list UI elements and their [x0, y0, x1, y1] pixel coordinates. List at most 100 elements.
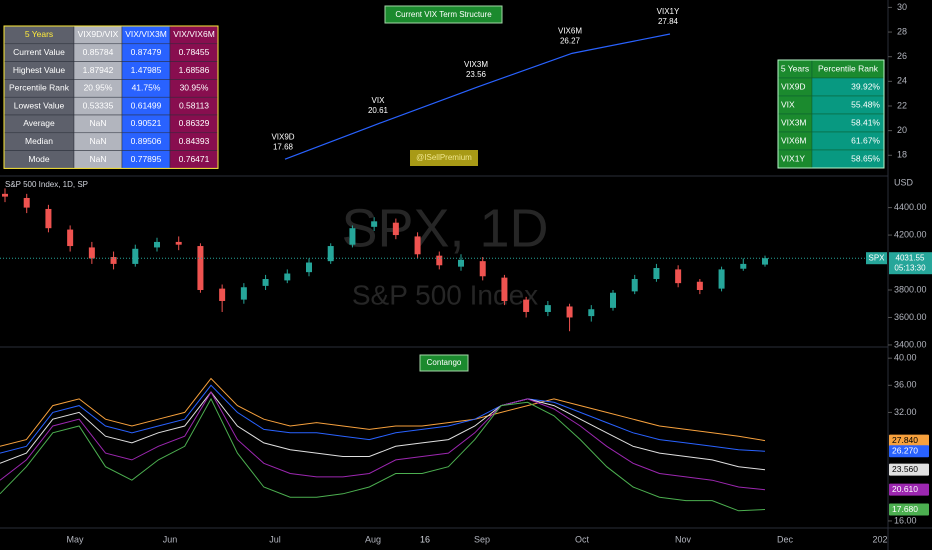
- time-label: 202: [872, 534, 887, 544]
- point-name: VIX1Y: [657, 7, 680, 16]
- table-header: Percentile Rank: [818, 63, 879, 73]
- table-header: 5 Years: [25, 29, 53, 39]
- term-structure-title: Current VIX Term Structure: [395, 10, 492, 19]
- table-header: VIX/VIX6M: [173, 29, 215, 39]
- candle-body: [566, 306, 573, 318]
- candle-body: [132, 248, 139, 264]
- candle-body: [306, 262, 312, 273]
- table-value: 1.87942: [83, 65, 114, 75]
- contango-line: [0, 391, 766, 471]
- point-value: 27.84: [658, 17, 679, 26]
- y-tick-label: 24: [897, 76, 907, 86]
- table-value: NaN: [89, 118, 106, 128]
- title-box: [384, 5, 503, 24]
- table-value: NaN: [89, 154, 106, 164]
- candle-body: [436, 255, 443, 266]
- candle-body: [88, 247, 95, 259]
- table-value: VIX6M: [781, 135, 807, 145]
- time-label: Aug: [365, 534, 381, 544]
- candle-body: [479, 261, 486, 277]
- title-box: [419, 354, 469, 372]
- contango-line: [0, 397, 766, 512]
- candle-body: [675, 269, 682, 284]
- table-value: 61.67%: [851, 135, 880, 145]
- last-value-label: 17.680: [892, 504, 918, 514]
- time-label: Jul: [269, 534, 281, 544]
- table-value: 0.53335: [83, 100, 114, 110]
- table-value: 30.95%: [180, 83, 209, 93]
- time-label: 16: [420, 534, 430, 544]
- candle-body: [67, 229, 74, 247]
- y-tick-label: 3400.00: [894, 339, 927, 349]
- table-value: 0.61499: [131, 100, 162, 110]
- table-value: Mode: [28, 154, 50, 164]
- point-value: 23.56: [466, 70, 487, 79]
- table-value: 1.47985: [131, 65, 162, 75]
- table-header: 5 Years: [781, 63, 809, 73]
- candle-body: [219, 288, 226, 301]
- candle-body: [696, 281, 703, 290]
- y-tick-label: 4400.00: [894, 202, 927, 212]
- candle-body: [762, 258, 768, 265]
- table-value: 0.89506: [131, 136, 162, 146]
- candle-body: [197, 246, 204, 290]
- y-tick-label: 3800.00: [894, 284, 927, 294]
- table-value: 0.77895: [131, 154, 162, 164]
- table-border: [777, 59, 885, 169]
- table-value: Lowest Value: [14, 100, 65, 110]
- currency: USD: [894, 177, 914, 187]
- candle-body: [501, 277, 508, 301]
- last-value-label: 23.560: [892, 464, 918, 474]
- point-name: VIX6M: [558, 26, 582, 35]
- y-tick-label: 32.00: [894, 407, 917, 417]
- watermark-tag-box: [410, 150, 478, 166]
- y-tick-label: 30: [897, 2, 907, 12]
- table-value: VIX: [781, 99, 795, 109]
- price-tag: SPX: [868, 253, 885, 262]
- table-header: VIX/VIX3M: [125, 29, 167, 39]
- table-value: Median: [25, 136, 53, 146]
- time-label: Oct: [575, 534, 590, 544]
- time-label: Nov: [675, 534, 692, 544]
- last-price-box: [889, 252, 932, 275]
- last-value-label: 27.840: [892, 435, 918, 445]
- candle-body: [523, 299, 530, 312]
- table-value: 55.48%: [851, 99, 880, 109]
- point-value: 17.68: [273, 142, 294, 151]
- table-value: 0.78455: [179, 47, 210, 57]
- table-value: VIX3M: [781, 117, 807, 127]
- table-value: 58.65%: [851, 153, 880, 163]
- table-value: Highest Value: [13, 65, 66, 75]
- y-tick-label: 18: [897, 150, 907, 160]
- contango-line: [0, 377, 766, 447]
- candle-body: [175, 241, 182, 245]
- candle-body: [740, 263, 747, 269]
- table-value: 0.84393: [179, 136, 210, 146]
- y-tick-label: 16.00: [894, 515, 917, 525]
- spx-watermark-name: S&P 500 Index: [352, 279, 538, 310]
- table-value: 0.58113: [179, 100, 209, 110]
- table-value: 20.95%: [84, 83, 113, 93]
- table-value: 0.90521: [131, 118, 162, 128]
- table-value: NaN: [89, 136, 106, 146]
- table-value: 0.85784: [83, 47, 114, 57]
- candle-body: [610, 292, 616, 308]
- last-value-box: [889, 445, 929, 458]
- table-value: VIX9D: [781, 81, 806, 91]
- y-tick-label: 40.00: [894, 353, 917, 363]
- table-value: Current Value: [13, 47, 65, 57]
- candle-body: [45, 208, 52, 229]
- table-border: [3, 25, 219, 169]
- candle-body: [631, 279, 638, 292]
- last-value-box: [889, 434, 929, 447]
- candle-body: [240, 287, 247, 300]
- candle-body: [154, 241, 160, 248]
- time-label: Jun: [163, 534, 178, 544]
- y-tick-label: 20: [897, 125, 907, 135]
- price-tag-box: [866, 252, 887, 265]
- table-value: 0.87479: [131, 47, 162, 57]
- candle-body: [371, 221, 378, 227]
- y-tick-label: 26: [897, 51, 907, 61]
